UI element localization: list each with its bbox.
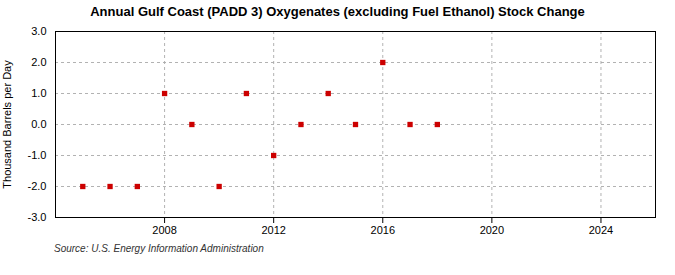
- svg-text:-1.0: -1.0: [28, 149, 47, 161]
- svg-text:1.0: 1.0: [31, 87, 46, 99]
- html-text:Source: U.S. Energy Informatio: Source: U.S. Energy Information Administ…: [54, 243, 264, 254]
- svg-text:0.0: 0.0: [31, 118, 46, 130]
- svg-text:-3.0: -3.0: [28, 211, 47, 223]
- svg-text:-2.0: -2.0: [28, 180, 47, 192]
- svg-text:2.0: 2.0: [31, 56, 46, 68]
- svg-text:2016: 2016: [371, 224, 395, 236]
- svg-text:2020: 2020: [480, 224, 504, 236]
- svg-text:2012: 2012: [261, 224, 285, 236]
- svg-text:3.0: 3.0: [31, 25, 46, 37]
- svg-text:2008: 2008: [152, 224, 176, 236]
- svg-text:2024: 2024: [589, 224, 613, 236]
- svg-text:Thousand Barrels per Day: Thousand Barrels per Day: [1, 60, 13, 189]
- html-text:Annual Gulf Coast (PADD 3) Oxy: Annual Gulf Coast (PADD 3) Oxygenates (e…: [90, 4, 585, 19]
